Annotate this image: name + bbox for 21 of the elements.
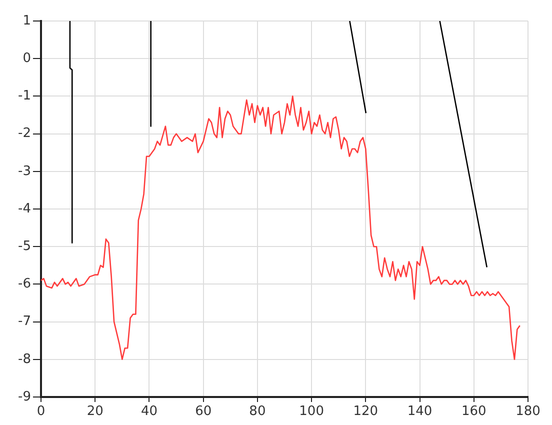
x-tick-label: 140 [407, 404, 432, 420]
y-tick-label: 0 [22, 50, 31, 66]
y-tick-label: -5 [18, 238, 31, 254]
x-tick-label: 120 [353, 404, 378, 420]
x-tick-label: 100 [299, 404, 324, 420]
y-tick-label: -6 [18, 276, 31, 292]
x-tick-label: 180 [516, 404, 540, 420]
y-tick-label: -1 [18, 88, 31, 104]
y-tick-label: -2 [18, 126, 31, 142]
y-tick-label: -4 [18, 201, 31, 216]
y-tick-label: -9 [18, 389, 31, 404]
x-tick-label: 80 [249, 404, 266, 420]
y-tick-label: -3 [18, 164, 31, 179]
y-tick-label: -8 [18, 352, 31, 367]
x-tick-label: 60 [195, 404, 212, 420]
x-tick-label: 20 [86, 404, 104, 420]
x-tick-label: 40 [140, 404, 158, 420]
y-tick-label: -7 [18, 314, 31, 330]
x-tick-label: 160 [461, 404, 486, 420]
y-tick-label: 1 [22, 13, 31, 28]
x-tick-label: 0 [36, 404, 46, 420]
